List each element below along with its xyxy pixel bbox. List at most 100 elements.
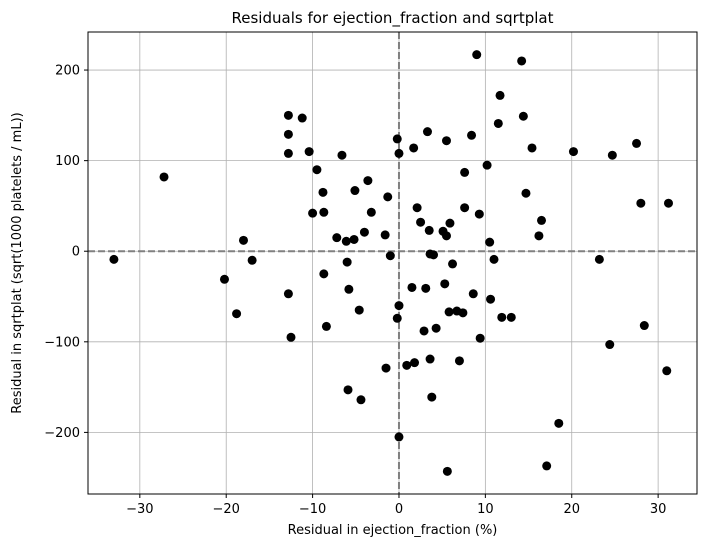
data-point: [419, 326, 429, 336]
data-point: [416, 217, 426, 227]
data-point: [319, 207, 329, 217]
data-point: [460, 167, 470, 177]
y-tick-label: −200: [44, 426, 80, 441]
data-point: [662, 366, 672, 376]
data-points: [109, 50, 673, 476]
data-point: [594, 254, 604, 264]
data-point: [518, 111, 528, 121]
data-point: [441, 231, 451, 241]
data-point: [344, 284, 354, 294]
x-tick-label: −20: [212, 502, 239, 517]
data-point: [431, 323, 441, 333]
x-tick-label: 30: [650, 502, 667, 517]
data-point: [489, 254, 499, 264]
data-point: [427, 392, 437, 402]
data-point: [409, 143, 419, 153]
x-tick-label: 20: [563, 502, 580, 517]
data-point: [383, 192, 393, 202]
data-point: [517, 56, 527, 66]
data-point: [297, 113, 307, 123]
y-tick-label: −100: [44, 335, 80, 350]
data-point: [458, 308, 468, 318]
x-axis-ticks: −30 −20 −10 0 10 20 30: [126, 494, 666, 517]
data-point: [632, 138, 642, 148]
data-point: [308, 208, 318, 218]
data-point: [527, 143, 537, 153]
data-point: [238, 235, 248, 245]
x-tick-label: 0: [395, 502, 403, 517]
data-point: [407, 282, 417, 292]
data-point: [424, 225, 434, 235]
x-tick-label: −30: [126, 502, 153, 517]
plot-frame: [87, 31, 698, 495]
data-point: [454, 356, 464, 366]
data-point: [493, 118, 503, 128]
data-point: [159, 172, 169, 182]
data-point: [312, 165, 322, 175]
data-point: [605, 340, 615, 350]
data-point: [442, 466, 452, 476]
data-point: [350, 186, 360, 196]
data-point: [467, 130, 477, 140]
data-point: [381, 363, 391, 373]
data-point: [497, 312, 507, 322]
y-tick-label: 0: [72, 245, 80, 260]
y-axis-ticks: −200 −100 0 100 200: [44, 64, 88, 441]
chart-title: Residuals for ejection_fraction and sqrt…: [232, 9, 554, 28]
data-point: [542, 461, 552, 471]
data-point: [283, 148, 293, 158]
data-point: [392, 134, 402, 144]
data-point: [421, 283, 431, 293]
data-point: [380, 230, 390, 240]
data-point: [486, 294, 496, 304]
y-tick-label: 200: [55, 64, 80, 79]
data-point: [534, 231, 544, 241]
data-point: [232, 309, 242, 319]
x-tick-label: 10: [477, 502, 494, 517]
data-point: [412, 203, 422, 213]
data-point: [283, 289, 293, 299]
data-point: [521, 188, 531, 198]
data-point: [636, 198, 646, 208]
data-point: [359, 227, 369, 237]
data-point: [332, 233, 342, 243]
data-point: [429, 250, 439, 260]
data-point: [219, 274, 229, 284]
data-point: [472, 50, 482, 60]
data-point: [440, 279, 450, 289]
data-point: [247, 255, 257, 265]
data-point: [568, 147, 578, 157]
data-point: [554, 418, 564, 428]
data-point: [321, 321, 331, 331]
data-point: [474, 209, 484, 219]
data-point: [495, 90, 505, 100]
data-point: [342, 257, 352, 267]
data-point: [607, 150, 617, 160]
grid: [88, 32, 697, 494]
data-point: [506, 312, 516, 322]
data-point: [356, 395, 366, 405]
data-point: [425, 354, 435, 364]
data-point: [392, 313, 402, 323]
data-point: [283, 129, 293, 139]
data-point: [445, 218, 455, 228]
data-point: [410, 358, 420, 368]
data-point: [363, 176, 373, 186]
data-point: [485, 237, 495, 247]
data-point: [343, 385, 353, 395]
data-point: [318, 187, 328, 197]
data-point: [349, 234, 359, 244]
data-point: [319, 269, 329, 279]
data-point: [422, 127, 432, 137]
data-point: [402, 360, 412, 370]
data-point: [468, 289, 478, 299]
y-axis-label: Residual in sqrtplat (sqrt(1000 platelet…: [10, 112, 25, 413]
data-point: [385, 251, 395, 261]
data-point: [354, 305, 364, 315]
data-point: [283, 110, 293, 120]
data-point: [286, 332, 296, 342]
reference-lines: [88, 32, 697, 494]
data-point: [304, 147, 314, 157]
data-point: [482, 160, 492, 170]
